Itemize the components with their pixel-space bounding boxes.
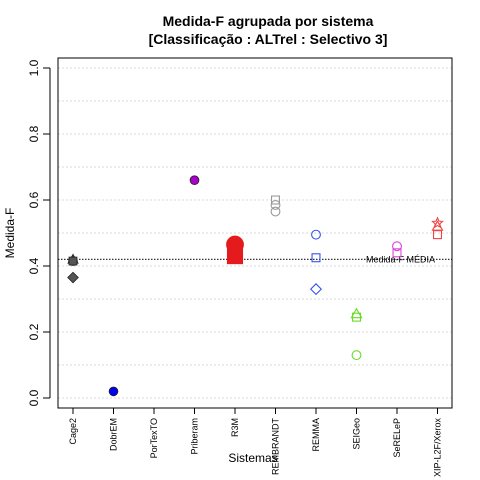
data-point (226, 248, 244, 265)
data-point (351, 312, 362, 322)
y-tick-label: 0.8 (27, 125, 41, 142)
data-point (392, 248, 402, 258)
data-point (67, 271, 79, 284)
y-axis-title: Medida-F (3, 208, 17, 259)
x-axis: Cage2 DobrEM PorTexTO Priberam R3M REMBRANDT R… (68, 407, 443, 478)
data-points (67, 175, 444, 397)
x-axis-title: Sistemas (228, 451, 277, 465)
data-point (392, 241, 402, 252)
data-point (189, 175, 200, 186)
y-tick-label: 0.4 (27, 257, 41, 274)
data-point (432, 230, 443, 240)
data-point (309, 283, 323, 296)
x-tick-label: SEIGeo (352, 418, 362, 450)
y-tick-label: 0.0 (27, 389, 41, 406)
y-tick-label: 1.0 (27, 59, 41, 76)
x-tick-label: Cage2 (68, 418, 78, 445)
gridlines (58, 67, 452, 399)
chart-subtitle: [Classificação : ALTrel : Selectivo 3] (149, 31, 388, 47)
average-line-group: Medida-F MÉDIA (58, 254, 452, 264)
data-point (270, 200, 281, 210)
data-point (431, 216, 444, 229)
data-point (270, 195, 281, 205)
data-point (311, 253, 321, 263)
y-tick-label: 0.2 (27, 323, 41, 340)
data-point (351, 350, 362, 361)
data-point (311, 229, 321, 240)
y-tick-label: 0.6 (27, 191, 41, 208)
x-tick-label: R3M (230, 418, 240, 437)
x-tick-label: SeRELeP (392, 418, 402, 458)
y-axis: 0.0 0.2 0.4 0.6 0.8 1.0 (27, 59, 51, 406)
x-tick-label: DobrEM (109, 418, 119, 451)
average-label: Medida-F MÉDIA (366, 254, 435, 264)
data-point (108, 386, 119, 397)
x-tick-label: Priberam (190, 418, 200, 455)
chart-title: Medida-F agrupada por sistema (163, 13, 374, 29)
x-tick-label: REMBRANDT (271, 418, 281, 476)
x-tick-label: REMMA (311, 418, 321, 452)
data-point (68, 256, 78, 266)
x-tick-label: PorTexTO (149, 418, 159, 458)
data-point (270, 206, 281, 217)
x-tick-label: XIP-L2F/Xerox (433, 418, 443, 478)
